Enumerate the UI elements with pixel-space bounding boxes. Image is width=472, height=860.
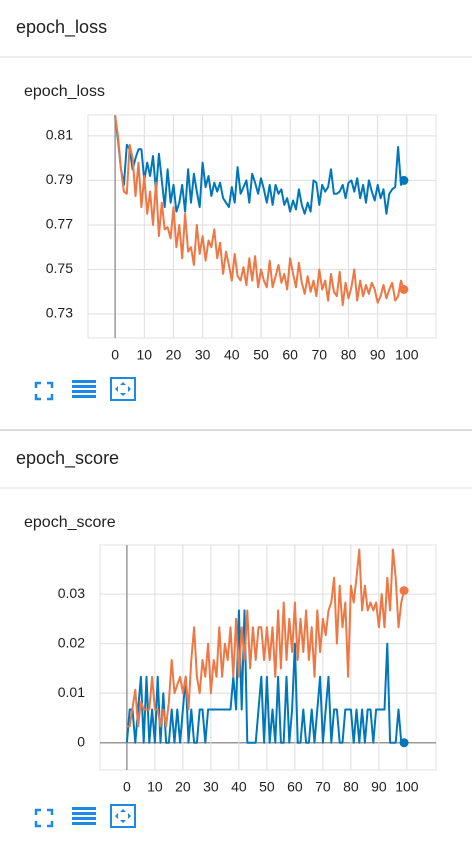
- y-tick-label: 0.77: [46, 216, 73, 232]
- end-point: [399, 175, 409, 185]
- x-tick-label: 80: [343, 779, 359, 795]
- y-tick-label: 0: [77, 733, 85, 749]
- section-header[interactable]: epoch_loss: [16, 17, 107, 38]
- x-tick-label: 0: [123, 779, 131, 795]
- y-tick-label: 0.02: [58, 634, 85, 650]
- x-tick-label: 10: [147, 779, 163, 795]
- x-tick-label: 30: [203, 779, 219, 795]
- series-line: [114, 115, 405, 307]
- x-tick-label: 60: [282, 347, 298, 363]
- y-tick-label: 0.81: [46, 127, 73, 143]
- x-tick-label: 40: [224, 347, 240, 363]
- x-tick-label: 80: [341, 347, 357, 363]
- x-tick-label: 20: [166, 347, 182, 363]
- end-point: [399, 586, 409, 596]
- x-tick-label: 40: [231, 779, 247, 795]
- x-tick-label: 100: [395, 779, 419, 795]
- y-tick-label: 0.03: [58, 585, 85, 601]
- section-header[interactable]: epoch_score: [16, 448, 119, 469]
- plot-area: [99, 544, 437, 771]
- fullscreen-button[interactable]: [34, 381, 54, 401]
- x-tick-label: 100: [395, 347, 419, 363]
- toolbar: [34, 804, 136, 828]
- x-tick-label: 70: [312, 347, 328, 363]
- end-point: [399, 738, 409, 748]
- y-tick-label: 0.73: [46, 305, 73, 321]
- chart-title: epoch_score: [24, 514, 116, 531]
- fit-domain-button[interactable]: [110, 804, 136, 828]
- x-tick-label: 70: [315, 779, 331, 795]
- x-tick-label: 10: [137, 347, 153, 363]
- y-tick-label: 0.75: [46, 260, 73, 276]
- series-line: [125, 609, 405, 744]
- x-tick-label: 20: [175, 779, 191, 795]
- fit-domain-button[interactable]: [110, 377, 136, 401]
- plot-area: [87, 114, 437, 339]
- x-tick-label: 50: [253, 347, 269, 363]
- chart-title: epoch_loss: [24, 83, 105, 100]
- x-tick-label: 60: [287, 779, 303, 795]
- log-scale-button[interactable]: [72, 807, 96, 825]
- end-point: [399, 284, 409, 294]
- y-tick-label: 0.79: [46, 171, 73, 187]
- series-line: [126, 548, 406, 728]
- y-tick-label: 0.01: [58, 684, 85, 700]
- x-tick-label: 90: [371, 779, 387, 795]
- series-line: [114, 115, 405, 215]
- x-tick-label: 50: [259, 779, 275, 795]
- x-tick-label: 0: [111, 347, 119, 363]
- fullscreen-button[interactable]: [34, 808, 54, 828]
- x-tick-label: 30: [195, 347, 211, 363]
- x-tick-label: 90: [370, 347, 386, 363]
- toolbar: [34, 377, 136, 401]
- log-scale-button[interactable]: [72, 380, 96, 398]
